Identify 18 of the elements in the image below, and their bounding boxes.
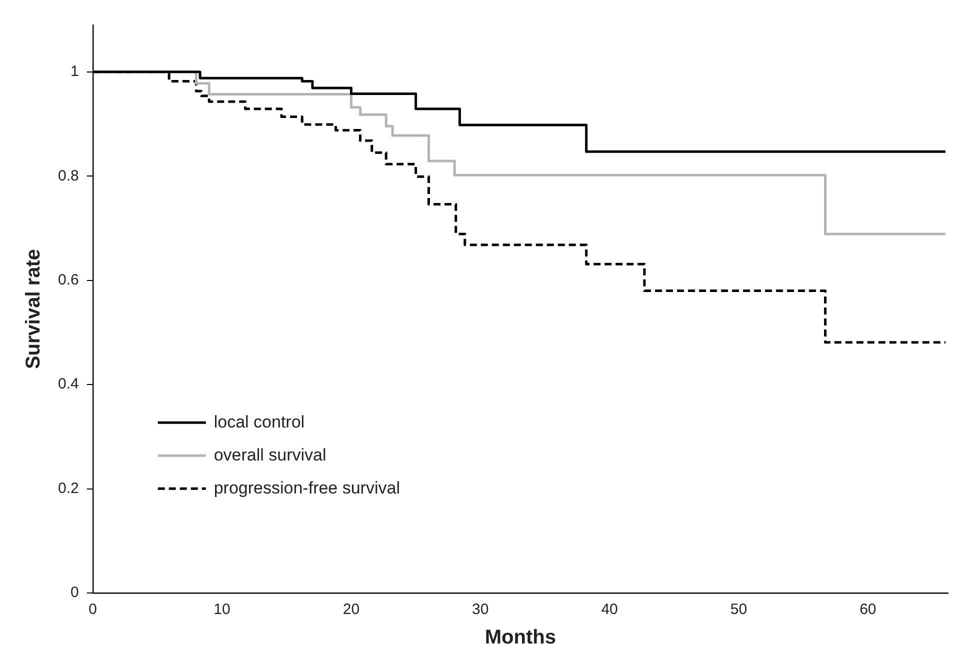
x-tick-label: 40 (601, 601, 618, 618)
x-axis-title: Months (484, 626, 556, 649)
x-tick-label: 50 (730, 601, 748, 618)
legend-label: local control (214, 412, 305, 432)
y-tick-label: 0 (70, 584, 79, 602)
x-tick-label: 60 (860, 601, 876, 618)
x-tick-label: 10 (214, 601, 230, 618)
x-tick-label: 20 (342, 601, 360, 618)
legend-label: overall survival (214, 445, 326, 464)
x-tick-label: 0 (88, 601, 98, 618)
y-tick-label: 0.6 (58, 271, 79, 288)
y-axis-title: Survival rate (22, 248, 45, 370)
y-tick-label: 0.8 (58, 167, 79, 184)
legend-label: progression-free survival (214, 478, 400, 498)
y-tick-label: 0.4 (58, 376, 79, 393)
x-tick-label: 30 (472, 601, 489, 618)
y-tick-label: 1 (70, 63, 79, 80)
y-tick-label: 0.2 (58, 480, 79, 497)
